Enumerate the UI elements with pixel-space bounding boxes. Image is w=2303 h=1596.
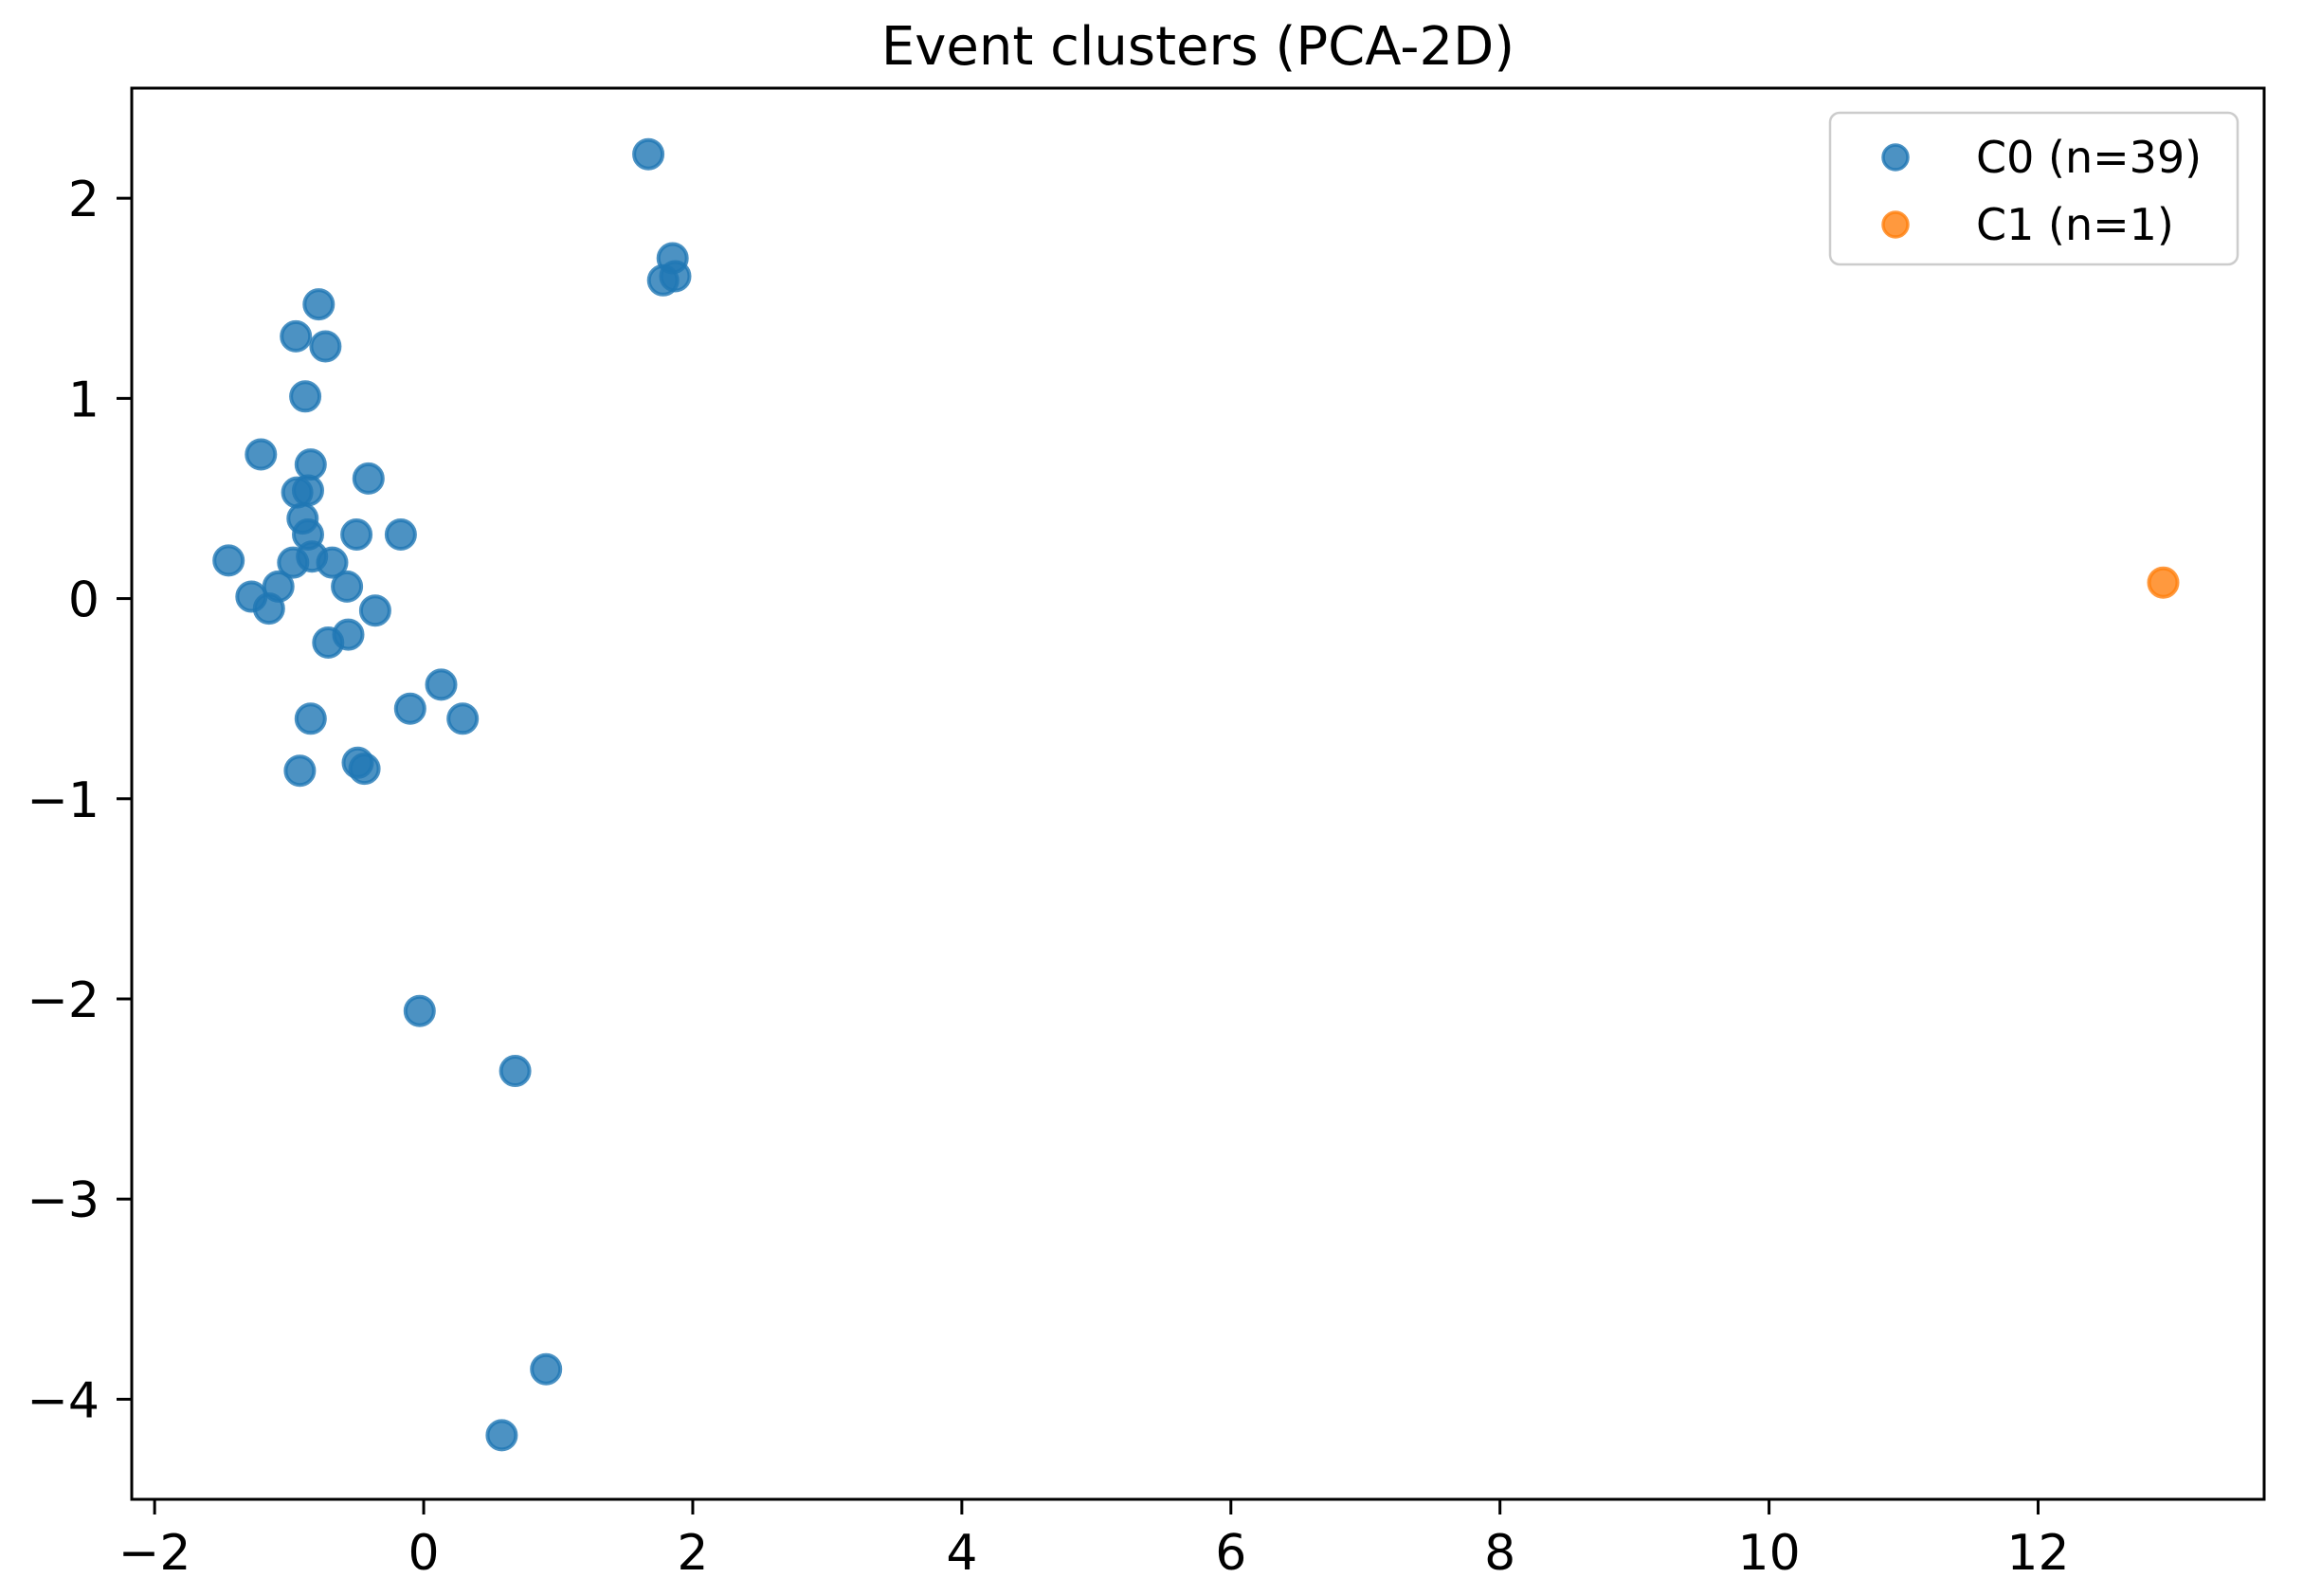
y-tick-label: −3	[27, 1172, 100, 1229]
x-tick-label: 0	[408, 1525, 439, 1582]
data-point	[485, 1419, 518, 1452]
y-tick-label: −4	[27, 1372, 100, 1429]
y-tick-label: 0	[68, 572, 100, 629]
data-point	[393, 692, 426, 725]
legend-box	[1828, 111, 2240, 266]
chart-title: Event clusters (PCA-2D)	[881, 16, 1514, 78]
data-point	[245, 438, 278, 471]
data-point	[425, 668, 458, 701]
x-axis: −2 0 2 4 6 8 10 12	[118, 1499, 2070, 1582]
data-point	[2147, 566, 2180, 599]
plot-area	[130, 86, 2266, 1501]
series-0	[212, 137, 692, 1452]
y-tick-label: −2	[27, 972, 100, 1029]
x-tick-label: 10	[1738, 1525, 1801, 1582]
data-point	[358, 594, 391, 627]
legend: C0 (n=39) C1 (n=1)	[1828, 111, 2240, 266]
data-point	[277, 546, 310, 579]
data-point	[530, 1352, 563, 1386]
x-tick-label: 6	[1215, 1525, 1246, 1582]
x-tick-label: 12	[2006, 1525, 2069, 1582]
legend-marker-1	[1881, 210, 1910, 239]
data-point	[332, 618, 365, 651]
legend-marker-0	[1881, 143, 1910, 172]
legend-label-1: C1 (n=1)	[1976, 199, 2174, 250]
data-point	[294, 448, 327, 481]
x-tick-label: 4	[946, 1525, 977, 1582]
y-tick-label: 2	[68, 172, 100, 228]
data-point	[309, 330, 342, 363]
x-tick-label: −2	[118, 1525, 191, 1582]
data-point	[348, 753, 381, 786]
data-point	[403, 994, 436, 1027]
data-point	[331, 570, 364, 603]
data-point	[252, 592, 285, 626]
data-point	[446, 702, 480, 735]
y-axis: −4 −3 −2 −1 0 1 2	[27, 172, 132, 1429]
data-point	[294, 702, 327, 735]
data-point	[316, 546, 349, 579]
data-point	[352, 462, 385, 495]
data-point	[283, 754, 317, 788]
series-group	[212, 137, 2180, 1452]
data-point	[302, 288, 335, 321]
series-1	[2147, 566, 2180, 599]
data-point	[632, 137, 665, 171]
data-point	[289, 380, 322, 413]
data-point	[384, 518, 417, 551]
x-tick-label: 8	[1484, 1525, 1515, 1582]
data-point	[212, 544, 245, 577]
data-point	[280, 319, 313, 353]
legend-label-0: C0 (n=39)	[1976, 132, 2202, 183]
y-tick-label: 1	[68, 372, 100, 428]
data-point	[499, 1055, 532, 1087]
data-point	[292, 474, 324, 507]
x-tick-label: 2	[677, 1525, 708, 1582]
data-point	[659, 260, 692, 293]
y-tick-label: −1	[27, 772, 100, 829]
data-point	[340, 518, 373, 551]
